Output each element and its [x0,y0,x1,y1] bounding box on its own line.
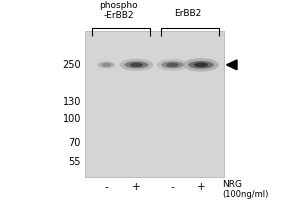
Ellipse shape [157,59,188,71]
Ellipse shape [102,63,111,67]
Text: 130: 130 [63,97,81,107]
Text: NRG: NRG [222,180,242,189]
Ellipse shape [188,61,214,69]
Text: -: - [105,182,108,192]
Ellipse shape [95,59,118,70]
Text: 55: 55 [68,157,81,167]
Text: -: - [171,182,174,192]
Ellipse shape [98,62,115,68]
Text: (100ng/ml): (100ng/ml) [222,190,268,199]
Text: 250: 250 [62,60,81,70]
Ellipse shape [183,58,219,72]
Text: +: + [197,182,205,192]
Text: 70: 70 [69,138,81,148]
Ellipse shape [130,63,143,67]
Text: phospho
-ErBB2: phospho -ErBB2 [99,1,138,20]
Bar [85,31,224,177]
Ellipse shape [120,59,153,71]
Ellipse shape [194,63,208,67]
Ellipse shape [161,61,184,68]
Text: 100: 100 [63,114,81,124]
Text: +: + [132,182,141,192]
Ellipse shape [124,61,148,68]
Ellipse shape [166,63,179,67]
Text: ErBB2: ErBB2 [174,9,201,18]
Polygon shape [226,60,237,70]
